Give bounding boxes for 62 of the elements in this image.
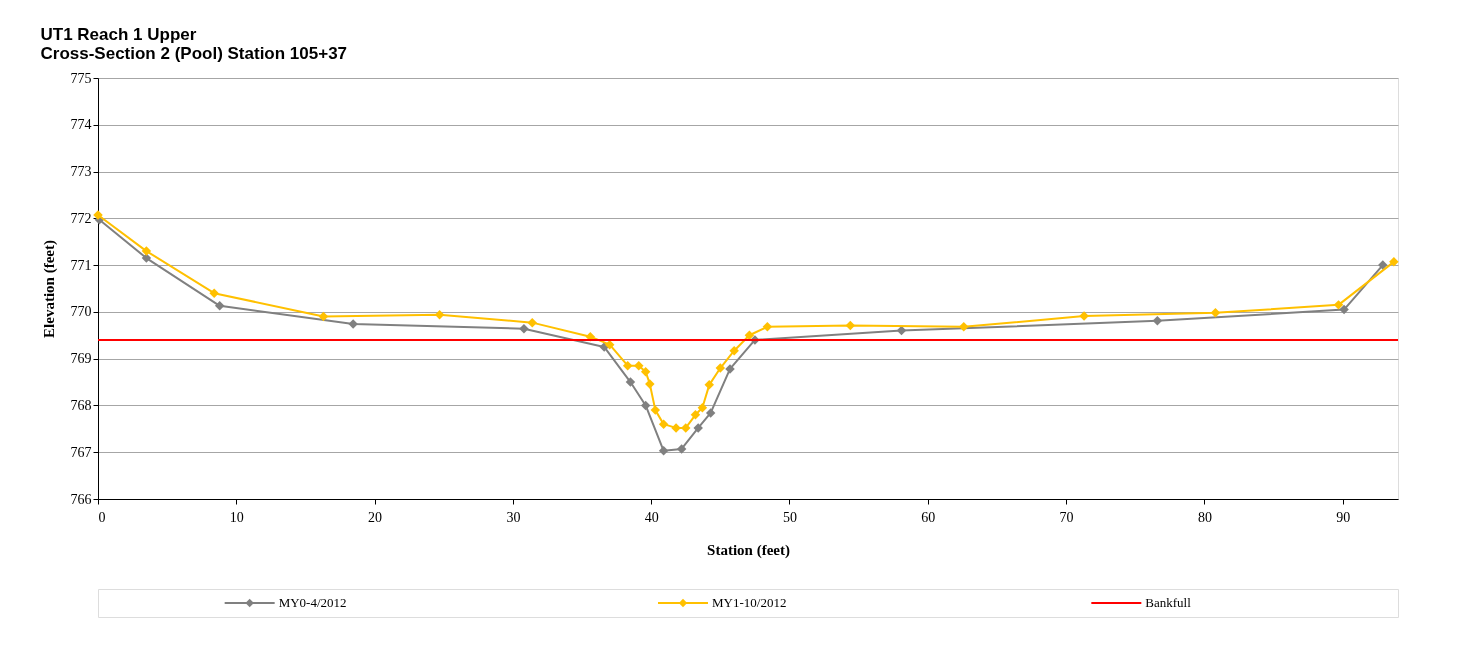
y-tick-label: 774 xyxy=(70,117,92,133)
point xyxy=(640,367,651,377)
point xyxy=(141,253,152,263)
x-axis-title: Station (feet) xyxy=(707,541,790,559)
y-tick-label: 769 xyxy=(70,351,92,367)
point xyxy=(845,320,856,331)
x-tick-label: 50 xyxy=(782,509,797,525)
point xyxy=(634,360,644,371)
point xyxy=(519,323,529,334)
point xyxy=(650,405,661,415)
legend-label: MY0-4/2012 xyxy=(278,595,347,610)
point xyxy=(697,403,708,413)
legend-label: MY1-10/2012 xyxy=(712,595,787,610)
x-tick-label: 60 xyxy=(921,509,936,525)
x-tick-label: 30 xyxy=(506,509,521,525)
point xyxy=(527,317,537,328)
point xyxy=(141,246,152,256)
point xyxy=(93,210,103,220)
point xyxy=(434,309,445,320)
x-tick-label: 0 xyxy=(98,509,106,525)
legend-label: Bankfull xyxy=(1145,595,1192,610)
point xyxy=(681,423,691,433)
y-tick-label: 771 xyxy=(70,257,92,273)
y-tick-label: 767 xyxy=(70,444,92,460)
point xyxy=(729,345,739,356)
point xyxy=(1339,304,1349,315)
x-tick-label: 80 xyxy=(1197,509,1212,525)
point xyxy=(209,288,219,298)
x-tick-label: 10 xyxy=(229,509,244,525)
point xyxy=(214,301,225,311)
point xyxy=(715,363,726,373)
point xyxy=(1333,300,1344,310)
point xyxy=(690,410,701,420)
y-tick-label: 768 xyxy=(70,397,92,413)
point xyxy=(704,380,715,390)
y-tick-label: 766 xyxy=(70,491,92,507)
y-axis-title: Elevation (feet) xyxy=(40,240,58,338)
point xyxy=(645,379,655,389)
point xyxy=(622,360,633,371)
x-tick-label: 20 xyxy=(368,509,383,525)
x-tick-label: 70 xyxy=(1059,509,1074,525)
point xyxy=(658,446,669,456)
point xyxy=(959,322,969,332)
point xyxy=(676,444,687,454)
y-tick-label: 773 xyxy=(70,164,92,180)
point xyxy=(762,322,773,332)
point xyxy=(693,423,703,433)
x-tick-label: 40 xyxy=(644,509,659,525)
point xyxy=(1152,316,1163,326)
text: Cross-Section 2 (Pool) Station 105+37 xyxy=(40,43,348,63)
point xyxy=(658,419,669,429)
text: UT1 Reach 1 Upper xyxy=(40,24,197,44)
point xyxy=(1389,257,1399,267)
y-tick-label: 772 xyxy=(70,210,92,226)
point xyxy=(705,408,716,418)
y-tick-label: 775 xyxy=(70,70,92,86)
point xyxy=(1210,308,1221,318)
x-tick-label: 90 xyxy=(1336,509,1351,525)
point xyxy=(318,311,329,322)
point xyxy=(640,400,651,411)
y-tick-label: 770 xyxy=(70,304,92,320)
point xyxy=(625,377,636,387)
